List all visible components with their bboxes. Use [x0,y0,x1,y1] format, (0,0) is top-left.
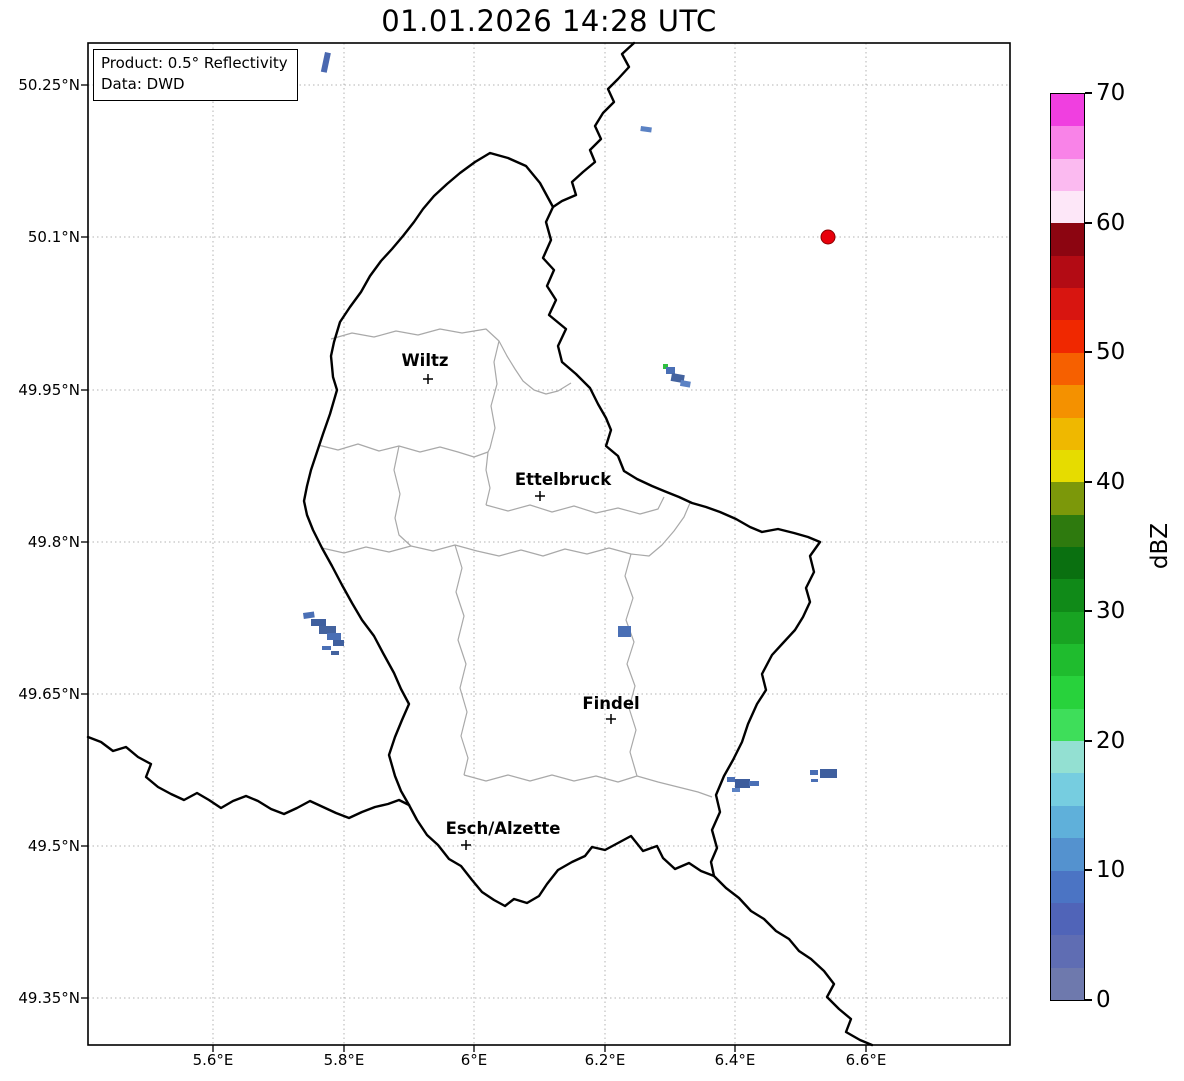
city-marker-findel [606,714,616,724]
colorbar-tick-0: 0 [1085,987,1111,1013]
y-tick-6: 49.35°N [18,989,80,1007]
colorbar [1050,93,1085,1001]
colorbar-band [1051,805,1084,839]
city-marker-esch-alzette [461,840,471,850]
radar-echo [322,646,331,650]
colorbar-tick-40: 40 [1084,469,1126,495]
france-germany-border [712,874,874,1047]
x-tick-2: 6°E [460,1051,488,1069]
colorbar-band [1051,935,1084,968]
radar-echo [319,626,336,634]
colorbar-band [1051,385,1084,418]
colorbar-tick-60: 60 [1084,210,1126,236]
colorbar-band [1051,967,1084,1000]
radar-echo [749,781,759,786]
radar-echo [732,788,740,792]
colorbar-band [1051,255,1084,289]
colorbar-band [1051,902,1084,936]
radar-site-marker [820,229,836,245]
radar-echo [727,777,735,782]
graticule-gridlines [88,43,1010,1045]
colorbar-tick-70: 70 [1084,80,1126,106]
radar-echo [333,640,344,646]
canton-borders [317,328,713,798]
colorbar-tick-50: 50 [1084,339,1126,365]
colorbar-band [1051,773,1084,806]
radar-echo [640,126,652,133]
colorbar-band [1051,514,1084,547]
city-marker-wiltz [423,374,433,384]
figure-title: 01.01.2026 14:28 UTC [381,4,717,38]
colorbar-band [1051,126,1084,159]
radar-echoes [303,52,837,792]
radar-echo [303,611,315,619]
radar-echo [331,651,339,655]
radar-echo [820,769,837,778]
colorbar-band [1051,579,1084,612]
city-marker-ettelbruck [535,491,545,501]
x-tick-0: 5.6°E [192,1051,234,1069]
x-tick-3: 6.2°E [584,1051,626,1069]
axis-tick-marks [81,84,867,1052]
belgium-germany-border [551,41,636,209]
radar-echo [618,626,631,637]
radar-echo [311,619,326,626]
colorbar-band [1051,838,1084,871]
colorbar-band [1051,644,1084,677]
colorbar-band [1051,676,1084,709]
city-label-ettelbruck: Ettelbruck [514,470,612,489]
city-markers [423,374,616,850]
city-label-findel: Findel [582,694,640,713]
radar-echo [810,770,818,775]
colorbar-band [1051,482,1084,515]
colorbar-band [1051,870,1084,903]
radar-echo [735,779,750,788]
radar-echo [327,633,341,640]
colorbar-band [1051,741,1084,774]
city-label-wiltz: Wiltz [401,351,449,370]
colorbar-band [1051,449,1084,483]
radar-echo [663,364,668,369]
country-borders [86,41,874,1047]
y-tick-1: 50.1°N [27,228,80,246]
y-tick-5: 49.5°N [27,837,80,855]
y-tick-3: 49.8°N [27,533,80,551]
colorbar-tick-10: 10 [1084,857,1126,883]
colorbar-band [1051,320,1084,353]
colorbar-tick-20: 20 [1084,728,1126,754]
city-label-esch-alzette: Esch/Alzette [445,819,561,838]
colorbar-band [1051,708,1084,742]
y-tick-4: 49.65°N [18,685,80,703]
product-info-box: Product: 0.5° Reflectivity Data: DWD [93,49,298,101]
radar-echo [320,52,331,73]
y-tick-0: 50.25°N [18,76,80,94]
radar-echo [679,380,691,388]
colorbar-band [1051,417,1084,450]
colorbar-band [1051,611,1084,645]
product-info-line: Product: 0.5° Reflectivity [101,54,288,72]
radar-echo [811,779,818,782]
x-tick-4: 6.4°E [714,1051,756,1069]
x-tick-1: 5.8°E [323,1051,365,1069]
luxembourg-border [302,151,822,908]
colorbar-band [1051,352,1084,386]
colorbar-bands [1051,93,1084,1000]
colorbar-band [1051,223,1084,256]
colorbar-band [1051,93,1084,127]
colorbar-band [1051,546,1084,580]
y-tick-2: 49.95°N [18,381,80,399]
colorbar-unit-label: dBZ [1147,522,1173,570]
data-source-line: Data: DWD [101,75,185,93]
radar-echo [666,367,675,374]
plot-background [88,43,1010,1045]
x-tick-5: 6.6°E [845,1051,887,1069]
colorbar-band [1051,158,1084,192]
france-belgium-border [86,735,411,820]
colorbar-tick-30: 30 [1084,598,1126,624]
colorbar-band [1051,288,1084,321]
colorbar-band [1051,191,1084,224]
plot-frame [87,42,1011,1046]
